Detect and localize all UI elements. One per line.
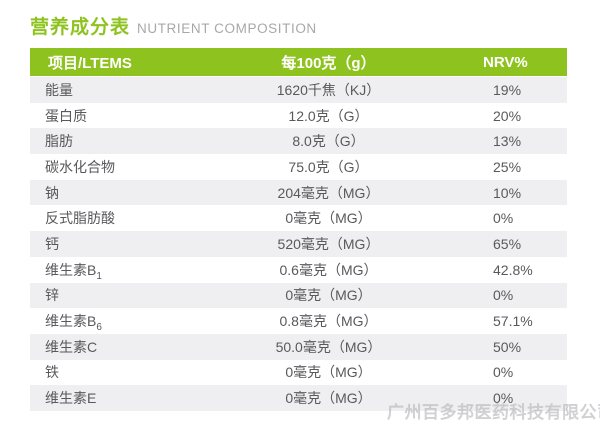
nutrient-nrv-percent: 25%	[493, 158, 522, 175]
table-row: 锌 0毫克（MG） 0%	[30, 282, 567, 309]
page-title: 营养成分表 NUTRIENT COMPOSITION	[30, 12, 317, 39]
nutrient-nrv-percent: 50%	[493, 338, 522, 355]
nutrient-amount-per-100g: 1620千焦（KJ）	[276, 81, 381, 98]
nutrient-nrv-percent: 0%	[493, 390, 514, 407]
nutrient-nrv-percent: 0%	[493, 210, 514, 227]
table-body: 能量 1620千焦（KJ） 19% 蛋白质 12.0克（G） 20% 脂肪 8.0克（G） 13…	[30, 77, 567, 411]
nutrient-nrv-percent: 20%	[493, 107, 522, 124]
nutrient-name: 碳水化合物	[45, 158, 115, 175]
table-row: 反式脂肪酸 0毫克（MG） 0%	[30, 205, 567, 232]
nutrient-amount-per-100g: 12.0克（G）	[288, 107, 369, 124]
nutrient-amount-per-100g: 0毫克（MG）	[285, 287, 372, 304]
nutrient-amount-per-100g: 50.0毫克（MG）	[275, 338, 382, 355]
column-header-per-100g: 每100克（g）	[281, 54, 376, 72]
nutrient-name: 脂肪	[45, 133, 73, 150]
nutrient-nrv-percent: 57.1%	[493, 313, 533, 330]
nutrient-amount-per-100g: 0.6毫克（MG）	[279, 261, 378, 278]
nutrient-name: 钙	[45, 235, 59, 252]
nutrient-amount-per-100g: 8.0克（G）	[292, 133, 365, 150]
nutrient-name: 维生素E	[45, 390, 97, 407]
nutrient-amount-per-100g: 520毫克（MG）	[277, 235, 380, 252]
nutrient-nrv-percent: 10%	[493, 184, 522, 201]
table-header-row: 项目/LTEMS 每100克（g） NRV%	[30, 48, 567, 76]
column-header-nrv: NRV%	[483, 53, 528, 71]
column-header-item: 项目/LTEMS	[48, 54, 132, 72]
nutrient-name: 钠	[45, 184, 59, 201]
table-row: 钙 520毫克（MG） 65%	[30, 231, 567, 257]
title-zh: 营养成分表	[30, 17, 131, 38]
table-row: 维生素C 50.0毫克（MG） 50%	[30, 333, 567, 360]
table-row: 铁 0毫克（MG） 0%	[30, 359, 567, 386]
nutrient-name: 铁	[45, 364, 59, 381]
nutrient-table: 项目/LTEMS 每100克（g） NRV% 能量 1620千焦（KJ） 19% 蛋白…	[30, 48, 567, 411]
nutrient-name: 能量	[45, 81, 73, 98]
nutrient-name: 蛋白质	[45, 107, 87, 124]
nutrient-name: 维生素B1	[45, 261, 102, 282]
nutrient-name: 锌	[45, 287, 59, 304]
nutrient-nrv-percent: 0%	[493, 287, 514, 304]
nutrient-amount-per-100g: 75.0克（G）	[288, 158, 369, 175]
table-row: 脂肪 8.0克（G） 13%	[30, 128, 567, 155]
nutrient-nrv-percent: 19%	[493, 81, 522, 98]
nutrient-name: 维生素C	[45, 338, 98, 355]
nutrient-nrv-percent: 13%	[493, 133, 522, 150]
nutrient-nrv-percent: 0%	[493, 364, 514, 381]
nutrient-nrv-percent: 65%	[493, 235, 522, 252]
nutrient-amount-per-100g: 0.8毫克（MG）	[279, 313, 378, 330]
nutrient-amount-per-100g: 204毫克（MG）	[277, 184, 380, 201]
table-row: 能量 1620千焦（KJ） 19%	[30, 77, 567, 103]
table-row: 维生素B6 0.8毫克（MG） 57.1%	[30, 308, 567, 334]
nutrient-nrv-percent: 42.8%	[493, 261, 533, 278]
nutrient-amount-per-100g: 0毫克（MG）	[285, 390, 372, 407]
nutrient-name: 反式脂肪酸	[45, 210, 115, 227]
title-en: NUTRIENT COMPOSITION	[137, 21, 317, 36]
table-row: 钠 204毫克（MG） 10%	[30, 179, 567, 206]
nutrient-amount-per-100g: 0毫克（MG）	[285, 364, 372, 381]
watermark: 广州百多邦医药科技有限公司	[387, 403, 600, 422]
table-row: 蛋白质 12.0克（G） 20%	[30, 102, 567, 129]
nutrient-name: 维生素B6	[45, 313, 102, 333]
table-row: 碳水化合物 75.0克（G） 25%	[30, 154, 567, 180]
table-row: 维生素B1 0.6毫克（MG） 42.8%	[30, 256, 567, 283]
nutrient-amount-per-100g: 0毫克（MG）	[285, 210, 372, 227]
table-row: 维生素E 0毫克（MG） 0%	[30, 385, 567, 411]
